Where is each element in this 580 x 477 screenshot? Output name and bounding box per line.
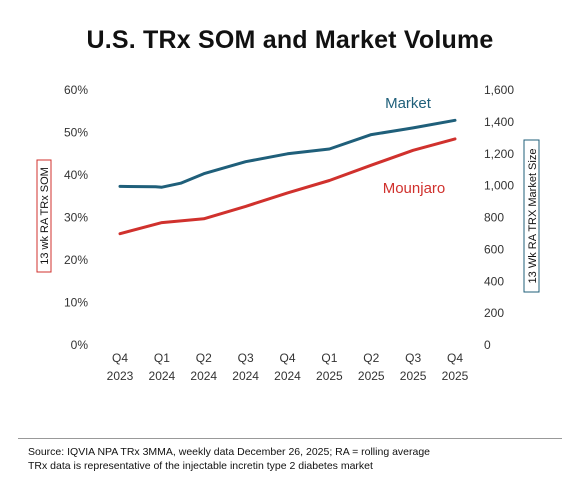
x-tick-label-year: 2024 [274, 369, 301, 383]
x-tick-label-quarter: Q3 [405, 351, 421, 365]
x-tick-label-quarter: Q1 [154, 351, 170, 365]
right-tick-label: 0 [484, 338, 491, 352]
series-label-market: Market [385, 95, 432, 112]
x-tick-label-year: 2025 [358, 369, 385, 383]
series-line-mounjaro [118, 137, 457, 236]
x-tick-label-year: 2024 [149, 369, 176, 383]
right-axis-ticks: 0 200 400 600 800 1,000 1,200 1,400 1,600 [484, 83, 514, 352]
left-axis-title: 13 wk RA TRx SOM [36, 159, 52, 273]
x-axis-ticks: Q4 2023 Q1 2024 Q2 2024 Q3 2024 Q4 2024 Q1 2025 Q2 20… [107, 351, 469, 383]
left-axis-label: 13 wk RA TRx SOM [39, 167, 51, 265]
left-tick-label: 50% [64, 126, 88, 140]
left-tick-label: 40% [64, 168, 88, 182]
footnote-note: TRx data is representative of the inject… [28, 460, 373, 472]
left-tick-label: 60% [64, 83, 88, 97]
chart-title: U.S. TRx SOM and Market Volume [86, 26, 494, 54]
right-axis-title-box [523, 139, 540, 293]
right-tick-label: 1,000 [484, 179, 514, 193]
right-tick-label: 600 [484, 242, 504, 256]
series-label-mounjaro: Mounjaro [383, 180, 446, 197]
left-tick-label: 20% [64, 253, 88, 267]
right-axis-label: 13 Wk RA TRX Market Size [527, 149, 539, 284]
right-tick-label: 800 [484, 211, 504, 225]
footnote-divider [18, 438, 562, 439]
x-tick-label-year: 2024 [232, 369, 259, 383]
left-tick-label: 30% [64, 211, 88, 225]
series-labels: Market Mounjaro [383, 95, 446, 197]
left-tick-label: 0% [71, 338, 89, 352]
x-tick-label-year: 2023 [107, 369, 134, 383]
x-tick-label-quarter: Q2 [363, 351, 379, 365]
right-axis-title: 13 Wk RA TRX Market Size [523, 139, 540, 293]
right-tick-label: 200 [484, 306, 504, 320]
series-lines [118, 118, 457, 236]
x-tick-label-quarter: Q4 [447, 351, 463, 365]
left-axis-title-box [36, 159, 52, 273]
right-tick-label: 1,400 [484, 115, 514, 129]
x-tick-label-year: 2025 [316, 369, 343, 383]
x-tick-label-quarter: Q4 [279, 351, 295, 365]
x-tick-label-quarter: Q2 [196, 351, 212, 365]
footnote-source: Source: IQVIA NPA TRx 3MMA, weekly data … [28, 446, 431, 458]
x-tick-label-quarter: Q3 [238, 351, 254, 365]
left-axis-ticks: 0% 10% 20% 30% 40% 50% 60% [64, 83, 88, 352]
left-tick-label: 10% [64, 296, 88, 310]
right-tick-label: 1,600 [484, 83, 514, 97]
x-tick-label-year: 2025 [400, 369, 427, 383]
x-tick-label-quarter: Q1 [321, 351, 337, 365]
x-tick-label-year: 2025 [442, 369, 469, 383]
right-tick-label: 400 [484, 274, 504, 288]
x-tick-label-year: 2024 [190, 369, 217, 383]
series-line-market [118, 118, 457, 189]
x-tick-label-quarter: Q4 [112, 351, 128, 365]
right-tick-label: 1,200 [484, 147, 514, 161]
